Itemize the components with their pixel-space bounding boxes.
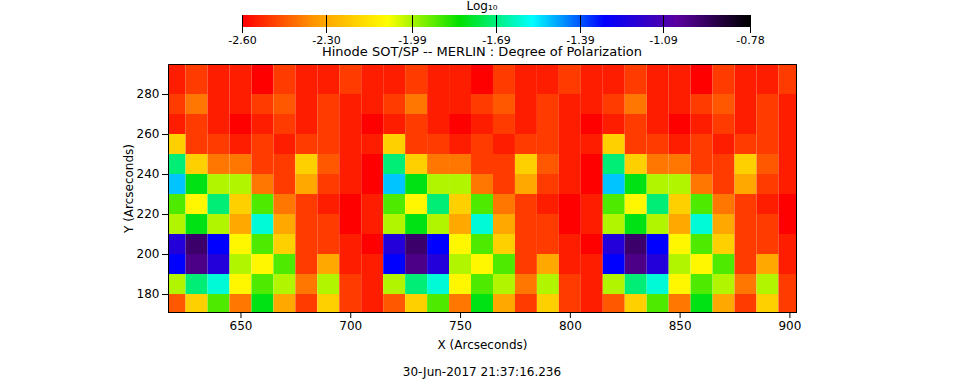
- svg-text:850: 850: [669, 319, 692, 333]
- svg-text:240: 240: [137, 167, 160, 181]
- svg-text:-2.60: -2.60: [228, 34, 256, 47]
- html-text:30-Jun-2017 21:37:16.236: 30-Jun-2017 21:37:16.236: [402, 365, 562, 379]
- svg-text:-1.39: -1.39: [566, 33, 595, 47]
- svg-text:650: 650: [230, 319, 253, 333]
- svg-text:750: 750: [449, 319, 472, 333]
- svg-text:800: 800: [559, 319, 582, 333]
- html-text:Hinode SOT/SP -- MERLIN : Degr: Hinode SOT/SP -- MERLIN : Degree of Pola…: [322, 44, 642, 59]
- svg-text:-1.99: -1.99: [398, 33, 427, 47]
- svg-text:900: 900: [778, 319, 801, 333]
- svg-text:-2.30: -2.30: [312, 33, 341, 47]
- svg-text:Y (Arcseconds): Y (Arcseconds): [122, 144, 136, 234]
- svg-text:-1.09: -1.09: [649, 34, 677, 47]
- svg-text:280: 280: [137, 87, 160, 101]
- svg-text:200: 200: [137, 247, 160, 261]
- svg-text:-0.78: -0.78: [736, 34, 764, 47]
- svg-text:700: 700: [339, 319, 362, 333]
- html-text:Log₁₀: Log₁₀: [466, 0, 498, 13]
- svg-text:220: 220: [137, 207, 160, 221]
- svg-text:180: 180: [137, 287, 160, 301]
- svg-text:260: 260: [137, 127, 160, 141]
- svg-text:-1.69: -1.69: [482, 33, 511, 47]
- svg-text:X (Arcseconds): X (Arcseconds): [438, 338, 528, 352]
